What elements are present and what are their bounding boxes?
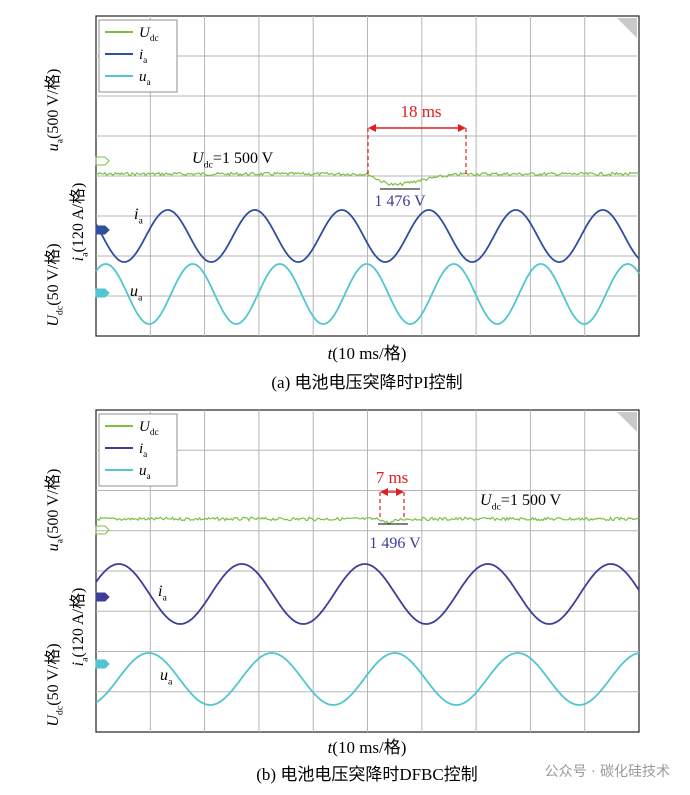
channel-marker-icon [95,288,110,298]
panel-caption: (b) 电池电压突降时DFBC控制 [256,765,477,784]
legend-entry: Udc [139,25,159,44]
ia-trace [95,209,640,263]
ylabel-ia: ia(120 A/格) [69,588,90,667]
udc-trace [96,516,640,526]
channel-marker-icon [95,659,110,669]
udc-value-label: Udc=1 500 V [192,150,274,170]
ylabel-ua: ua(500 V/格) [44,469,65,552]
duration-arrow-right-icon [458,124,466,132]
duration-arrow-right-icon [396,488,404,496]
trigger-corner-icon [617,18,637,38]
legend-entry: ua [139,69,151,88]
duration-arrow-left-icon [368,124,376,132]
watermark: 公众号 · 碳化硅技术 [544,764,670,780]
ua-trace [95,263,640,325]
channel-marker-icon [95,592,110,602]
channel-marker-icon [95,525,110,535]
x-axis-label: t(10 ms/格) [328,344,407,363]
dip-value-label: 1 496 V [369,535,421,552]
panel-b: Udc ia ua Udc=1 500 V ia ua 1 496 V 7 ms ua(500 … [44,409,640,784]
trigger-corner-icon [617,412,637,432]
legend-entry: ia [139,47,147,66]
ylabel-ia: ia(120 A/格) [69,183,90,262]
ua-trace-label: ua [130,283,143,303]
ua-trace-label: ua [160,667,173,687]
legend-box [98,19,178,93]
ylabel-udc: Udc(50 V/格) [44,643,65,726]
panel-a: Udc ia ua Udc=1 500 V ia ua 1 476 V 18 ms ua(500… [44,15,640,392]
ua-trace [95,652,640,706]
udc-value-label: Udc=1 500 V [480,492,562,512]
x-axis-label: t(10 ms/格) [328,738,407,757]
duration-arrow-left-icon [380,488,388,496]
ia-trace-label: ia [158,583,167,603]
channel-marker-icon [95,156,110,166]
ia-trace-label: ia [134,206,143,226]
legend-box [98,413,178,487]
dip-value-label: 1 476 V [374,193,426,210]
legend-entry: ia [139,441,147,460]
panel-caption: (a) 电池电压突降时PI控制 [271,373,462,392]
legend-entry: Udc [139,419,159,438]
duration-label: 7 ms [376,468,409,487]
ylabel-udc: Udc(50 V/格) [44,243,65,326]
legend-entry: ua [139,463,151,482]
ia-trace [95,563,640,625]
duration-label: 18 ms [400,102,441,121]
ylabel-ua: ua(500 V/格) [44,69,65,152]
channel-marker-icon [95,225,110,235]
